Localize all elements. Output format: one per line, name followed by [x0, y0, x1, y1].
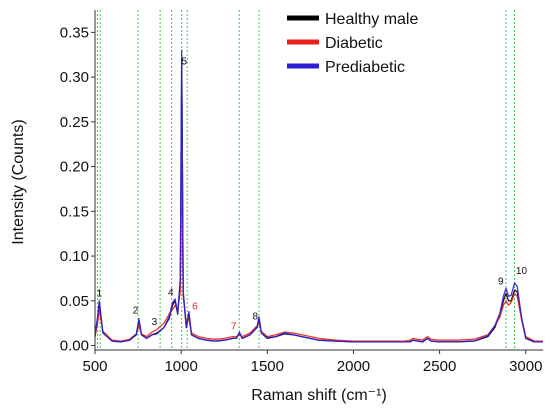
peak-labels: 1 2 3 4 5 6 7 8 9 10 — [97, 57, 528, 333]
y-axis-title: Intensity (Counts) — [10, 119, 27, 244]
series-line-healthy-male — [94, 58, 543, 343]
y-tick-label: 0.20 — [60, 159, 89, 176]
series-line-prediabetic — [94, 49, 543, 343]
x-tick-label: 2500 — [423, 358, 456, 375]
peak-label: 10 — [516, 266, 528, 277]
y-tick-label: 0.35 — [60, 24, 89, 41]
peak-label: 3 — [152, 317, 158, 328]
x-axis-title: Raman shift (cm⁻¹) — [251, 387, 387, 404]
x-tick-label: 500 — [82, 358, 107, 375]
x-tick-label: 1500 — [251, 358, 284, 375]
reference-lines — [97, 10, 516, 350]
peak-label: 1 — [97, 288, 103, 299]
peak-label: 4 — [168, 287, 174, 298]
legend-label: Prediabetic — [325, 59, 405, 76]
peak-label: 2 — [133, 305, 139, 316]
x-tick-label: 1000 — [164, 358, 197, 375]
y-ticks: 0.00 0.05 0.10 0.15 0.20 0.25 0.30 0.35 — [60, 24, 95, 355]
peak-label: 6 — [192, 302, 198, 313]
y-tick-label: 0.05 — [60, 293, 89, 310]
y-tick-label: 0.00 — [60, 338, 89, 355]
y-tick-label: 0.10 — [60, 248, 89, 265]
peak-label: 5 — [181, 57, 187, 68]
series-lines — [94, 49, 543, 343]
y-tick-label: 0.15 — [60, 203, 89, 220]
x-tick-label: 3000 — [509, 358, 542, 375]
peak-label: 8 — [252, 312, 258, 323]
legend-label: Healthy male — [325, 11, 418, 28]
x-tick-label: 2000 — [337, 358, 370, 375]
y-tick-label: 0.25 — [60, 114, 89, 131]
y-tick-label: 0.30 — [60, 69, 89, 86]
axes — [94, 10, 543, 351]
series-line-diabetic — [94, 148, 543, 342]
legend-label: Diabetic — [325, 35, 383, 52]
peak-label: 7 — [231, 321, 237, 332]
legend: Healthy male Diabetic Prediabetic — [287, 11, 418, 76]
x-ticks: 500 1000 1500 2000 2500 3000 — [82, 350, 542, 375]
peak-label: 9 — [498, 277, 504, 288]
